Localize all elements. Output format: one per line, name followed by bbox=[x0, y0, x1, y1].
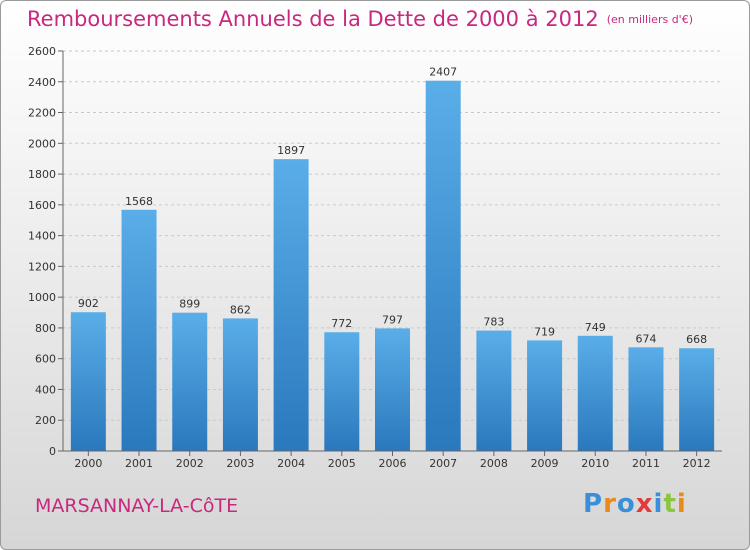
y-tick-label: 2400 bbox=[28, 76, 56, 89]
logo-letter: o bbox=[616, 489, 636, 519]
proxiti-logo: Proxiti bbox=[583, 489, 687, 519]
bar-2012 bbox=[679, 348, 715, 451]
y-tick-label: 2000 bbox=[28, 137, 56, 150]
y-tick-label: 0 bbox=[49, 445, 56, 458]
y-tick-label: 1000 bbox=[28, 291, 56, 304]
y-tick-label: 1400 bbox=[28, 230, 56, 243]
bar-2006 bbox=[375, 328, 410, 451]
x-tick-label: 2011 bbox=[632, 457, 660, 470]
bars bbox=[70, 80, 715, 451]
bar-value-label: 674 bbox=[635, 332, 656, 345]
logo-letter: x bbox=[635, 489, 654, 519]
x-tick-label: 2000 bbox=[74, 457, 102, 470]
bar-value-label: 668 bbox=[686, 333, 707, 346]
y-tick-label: 400 bbox=[35, 383, 56, 396]
logo-letter: i bbox=[676, 489, 687, 519]
x-tick-label: 2012 bbox=[683, 457, 711, 470]
bar-2005 bbox=[324, 332, 360, 451]
x-tick-label: 2006 bbox=[379, 457, 407, 470]
bar-value-label: 899 bbox=[179, 298, 200, 311]
chart-subtitle: (en milliers d'€) bbox=[606, 13, 693, 26]
bar-2003 bbox=[222, 318, 258, 451]
bar-value-label: 783 bbox=[483, 316, 504, 329]
city-name: MARSANNAY-LA-CôTE bbox=[35, 495, 239, 517]
bar-2007 bbox=[425, 80, 461, 451]
bar-value-label: 749 bbox=[585, 321, 606, 334]
bar-2000 bbox=[70, 312, 106, 451]
x-tick-label: 2009 bbox=[531, 457, 559, 470]
y-tick-label: 1200 bbox=[28, 260, 56, 273]
bar-2010 bbox=[577, 335, 613, 451]
bar-2001 bbox=[121, 209, 157, 451]
logo-letter: i bbox=[653, 489, 664, 519]
bar-value-label: 1897 bbox=[277, 144, 305, 157]
y-tick-label: 1800 bbox=[28, 168, 56, 181]
y-tick-label: 2600 bbox=[28, 45, 56, 58]
bar-value-label: 902 bbox=[78, 297, 99, 310]
bar-value-label: 797 bbox=[382, 313, 403, 326]
bar-2002 bbox=[172, 312, 208, 451]
chart-title: Remboursements Annuels de la Dette de 20… bbox=[27, 7, 693, 31]
x-tick-label: 2002 bbox=[176, 457, 204, 470]
bar-2008 bbox=[476, 330, 512, 451]
x-tick-label: 2007 bbox=[429, 457, 457, 470]
x-tick-label: 2005 bbox=[328, 457, 356, 470]
y-tick-label: 2200 bbox=[28, 107, 56, 120]
x-tick-label: 2003 bbox=[226, 457, 254, 470]
logo-letter: t bbox=[663, 489, 677, 519]
data-labels: 902 1568 899 862 1897 772 797 2407 783 719 749 674 6… bbox=[78, 66, 707, 347]
bar-value-label: 1568 bbox=[125, 195, 153, 208]
x-tick-label: 2008 bbox=[480, 457, 508, 470]
logo-letter: P bbox=[583, 489, 604, 519]
bar-2009 bbox=[527, 340, 563, 451]
axes: 0 200 400 600 800 1000 1200 1400 1600 1800 2000 220… bbox=[28, 45, 722, 470]
logo-letter: r bbox=[603, 489, 617, 519]
x-tick-label: 2010 bbox=[581, 457, 609, 470]
y-tick-label: 200 bbox=[35, 414, 56, 427]
x-tick-label: 2004 bbox=[277, 457, 305, 470]
bar-value-label: 719 bbox=[534, 325, 555, 338]
bar-2011 bbox=[628, 347, 664, 451]
y-tick-label: 600 bbox=[35, 353, 56, 366]
y-tick-label: 800 bbox=[35, 322, 56, 335]
bar-2004 bbox=[273, 159, 309, 451]
chart-title-text: Remboursements Annuels de la Dette de 20… bbox=[27, 7, 599, 31]
bar-value-label: 862 bbox=[230, 303, 251, 316]
bar-value-label: 2407 bbox=[429, 66, 457, 79]
bar-value-label: 772 bbox=[331, 317, 352, 330]
y-tick-label: 1600 bbox=[28, 199, 56, 212]
x-tick-label: 2001 bbox=[125, 457, 153, 470]
